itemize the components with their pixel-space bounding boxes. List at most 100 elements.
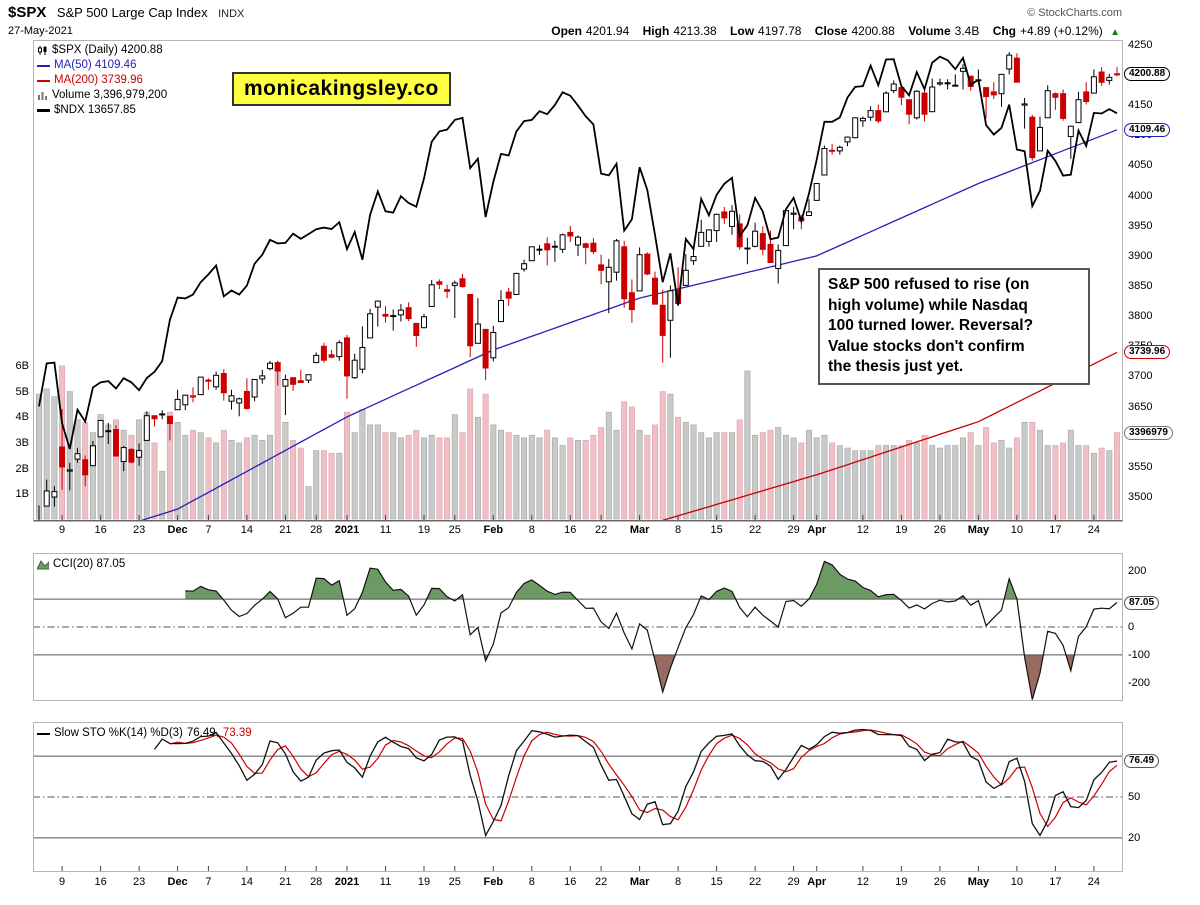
exchange-label: INDX — [218, 8, 245, 20]
sto-line-icon — [37, 732, 50, 735]
date-axis-label: 16 — [94, 876, 107, 888]
volume-axis-label: 2B — [15, 462, 29, 475]
date-axis-label: 12 — [856, 524, 870, 536]
price-axis-label: 3500 — [1128, 491, 1153, 504]
date-axis-label: Feb — [483, 524, 504, 536]
quote-value: +4.89 (+0.12%) — [1020, 24, 1103, 38]
cci-axis-label: 200 — [1128, 565, 1147, 578]
date-axis-label: 15 — [710, 876, 723, 888]
date-axis-label: Feb — [483, 876, 504, 888]
date-axis-label: 8 — [528, 524, 535, 536]
annotation-line: Value stocks don't confirm — [828, 337, 1025, 355]
date-axis-label: 16 — [564, 524, 577, 536]
price-axis-label: 3550 — [1128, 460, 1153, 473]
price-legend: $SPX (Daily) 4200.88 MA(50) 4109.46 MA(2… — [37, 43, 167, 118]
stochastic-panel — [33, 722, 1123, 872]
legend-ma50-label: MA(50) 4109.46 — [54, 59, 137, 71]
date-axis-label: 19 — [895, 876, 908, 888]
cci-axis-label: 0 — [1128, 621, 1135, 633]
price-axis-label: 3700 — [1128, 370, 1153, 383]
date-axis-label: 2021 — [334, 876, 360, 888]
date-axis-label: Mar — [629, 524, 650, 536]
date-axis-label: 12 — [856, 876, 870, 888]
date-axis-label: 28 — [310, 876, 323, 888]
price-callout-ma50: 4109.46 — [1124, 122, 1171, 137]
copyright: © StockCharts.com — [1027, 7, 1122, 19]
price-axis-label: 4050 — [1128, 159, 1153, 172]
date-axis-label: 17 — [1049, 524, 1062, 536]
date-axis-label: 23 — [132, 524, 146, 536]
date-axis-label: 11 — [379, 524, 392, 536]
legend-volume-label: Volume 3,396,979,200 — [52, 89, 168, 101]
legend-spx-label: $SPX (Daily) 4200.88 — [52, 44, 163, 56]
legend-row-sto: Slow STO %K(14) %D(3) 76.49, 73.39 — [37, 726, 252, 741]
cci-area-icon — [37, 559, 49, 570]
date-axis-label: 29 — [787, 524, 800, 536]
volume-bars-icon — [37, 90, 48, 101]
stochastic-chart-svg — [33, 722, 1123, 872]
price-axis-label: 4250 — [1128, 38, 1153, 51]
legend-row-volume: Volume 3,396,979,200 — [37, 88, 167, 103]
date-axis-label: 7 — [205, 524, 212, 536]
legend-row-ma200: MA(200) 3739.96 — [37, 73, 167, 88]
quote-label: Low — [730, 24, 755, 38]
candlestick-icon — [37, 45, 48, 56]
date-axis-label: 14 — [240, 876, 254, 888]
quote-label: Close — [814, 24, 848, 38]
volume-axis-label: 1B — [15, 488, 29, 501]
price-chart-svg — [33, 40, 1123, 522]
price-axis-label: 3850 — [1128, 280, 1153, 293]
date-axis-label: 19 — [895, 524, 908, 536]
date-axis-label: 11 — [379, 876, 392, 888]
price-axis-label: 4150 — [1128, 99, 1153, 112]
legend-sto-k-value: 76.49, — [186, 727, 219, 739]
index-name: S&P 500 Large Cap Index — [56, 5, 208, 20]
date-axis-label: 24 — [1087, 876, 1101, 888]
price-axis-label: 3650 — [1128, 400, 1153, 413]
date-axis-label: 22 — [748, 524, 762, 536]
volume-callout: 3396979 — [1124, 425, 1173, 440]
date-axis-label: Dec — [167, 876, 188, 888]
cci-axis-label: -100 — [1128, 648, 1151, 661]
cci-axis-label: -200 — [1128, 676, 1151, 689]
annotation-line: the thesis just yet. — [828, 358, 964, 375]
date-axis-label: 24 — [1087, 524, 1101, 536]
legend-row-ndx: $NDX 13657.85 — [37, 103, 167, 118]
header-line-1: $SPX S&P 500 Large Cap Index INDX — [8, 4, 244, 22]
date-axis-label: 19 — [417, 876, 431, 888]
annotation-line: high volume) while Nasdaq — [828, 296, 1028, 314]
legend-ma200-label: MA(200) 3739.96 — [54, 74, 143, 86]
quote-value: 3.4B — [954, 24, 980, 38]
cci-callout: 87.05 — [1124, 595, 1160, 610]
quote-label: High — [642, 24, 670, 38]
date-axis-label: 10 — [1010, 876, 1024, 888]
price-axis-label: 3900 — [1128, 249, 1153, 262]
sto-axis-label: 50 — [1128, 791, 1141, 803]
stochastic-callout: 76.49 — [1124, 753, 1160, 768]
quote-value: 4213.38 — [673, 24, 717, 38]
annotation-line: 100 turned lower. Reversal? — [828, 317, 1034, 334]
date-axis-label: May — [967, 876, 990, 888]
date-axis-label: 17 — [1049, 876, 1062, 888]
date-axis-label: 21 — [279, 524, 292, 536]
date-axis-label: 26 — [933, 876, 947, 888]
date-axis-label: 25 — [448, 876, 461, 888]
date-axis-label: 22 — [748, 876, 762, 888]
price-axis-label: 3800 — [1128, 310, 1153, 323]
date-axis-label: 28 — [310, 524, 323, 536]
date-axis-label: 2021 — [334, 524, 360, 536]
legend-row-spx: $SPX (Daily) 4200.88 — [37, 43, 167, 58]
date-axis-label: May — [967, 524, 990, 536]
date-axis-label: Apr — [807, 876, 827, 888]
ma50-line-icon — [37, 64, 50, 67]
date-axis-label: 21 — [279, 876, 292, 888]
quote-label: Open — [551, 24, 582, 38]
price-axis-label: 4000 — [1128, 189, 1153, 202]
date-axis-label: 29 — [787, 876, 800, 888]
date-axis-label: 7 — [205, 876, 212, 888]
date-axis-label: 26 — [933, 524, 947, 536]
date-axis-label: 8 — [528, 876, 535, 888]
price-panel — [33, 40, 1123, 522]
date-axis-label: Mar — [629, 876, 650, 888]
quote-label: Volume — [908, 24, 951, 38]
